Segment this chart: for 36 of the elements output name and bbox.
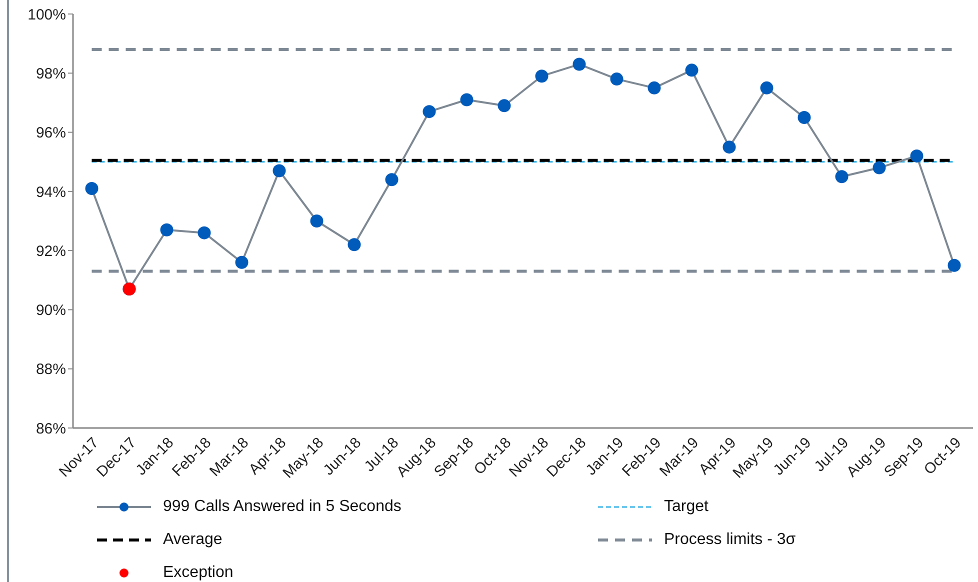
point [760,81,774,94]
legend-label: Average [163,530,222,548]
point [498,99,511,112]
point [310,214,324,228]
point [948,258,961,272]
y-tick-label: 92% [36,242,66,260]
point [648,81,661,94]
point [835,170,848,184]
point [272,164,286,178]
point [348,238,361,252]
point [160,223,174,236]
y-tick-label: 94% [36,184,66,201]
point [422,105,436,118]
point [385,173,398,186]
point [722,140,736,154]
legend-label: Target [664,498,708,516]
point [910,149,924,162]
y-tick-label: 98% [36,65,66,82]
y-tick-label: 100% [28,6,66,24]
point [685,64,698,77]
legend-label: 999 Calls Answered in 5 Seconds [163,498,402,516]
point [872,161,886,174]
point [798,111,811,124]
y-tick-label: 90% [36,302,66,320]
legend-label: Process limits - 3σ [664,530,796,548]
point [535,70,548,83]
point [85,182,98,195]
point [235,256,248,269]
y-tick-label: 96% [36,124,66,142]
y-tick-label: 86% [36,420,66,438]
point [460,93,474,106]
point [198,226,211,240]
legend-label: Exception [163,564,234,582]
y-tick-label: 88% [36,361,66,378]
point [610,72,624,86]
point [572,58,586,71]
